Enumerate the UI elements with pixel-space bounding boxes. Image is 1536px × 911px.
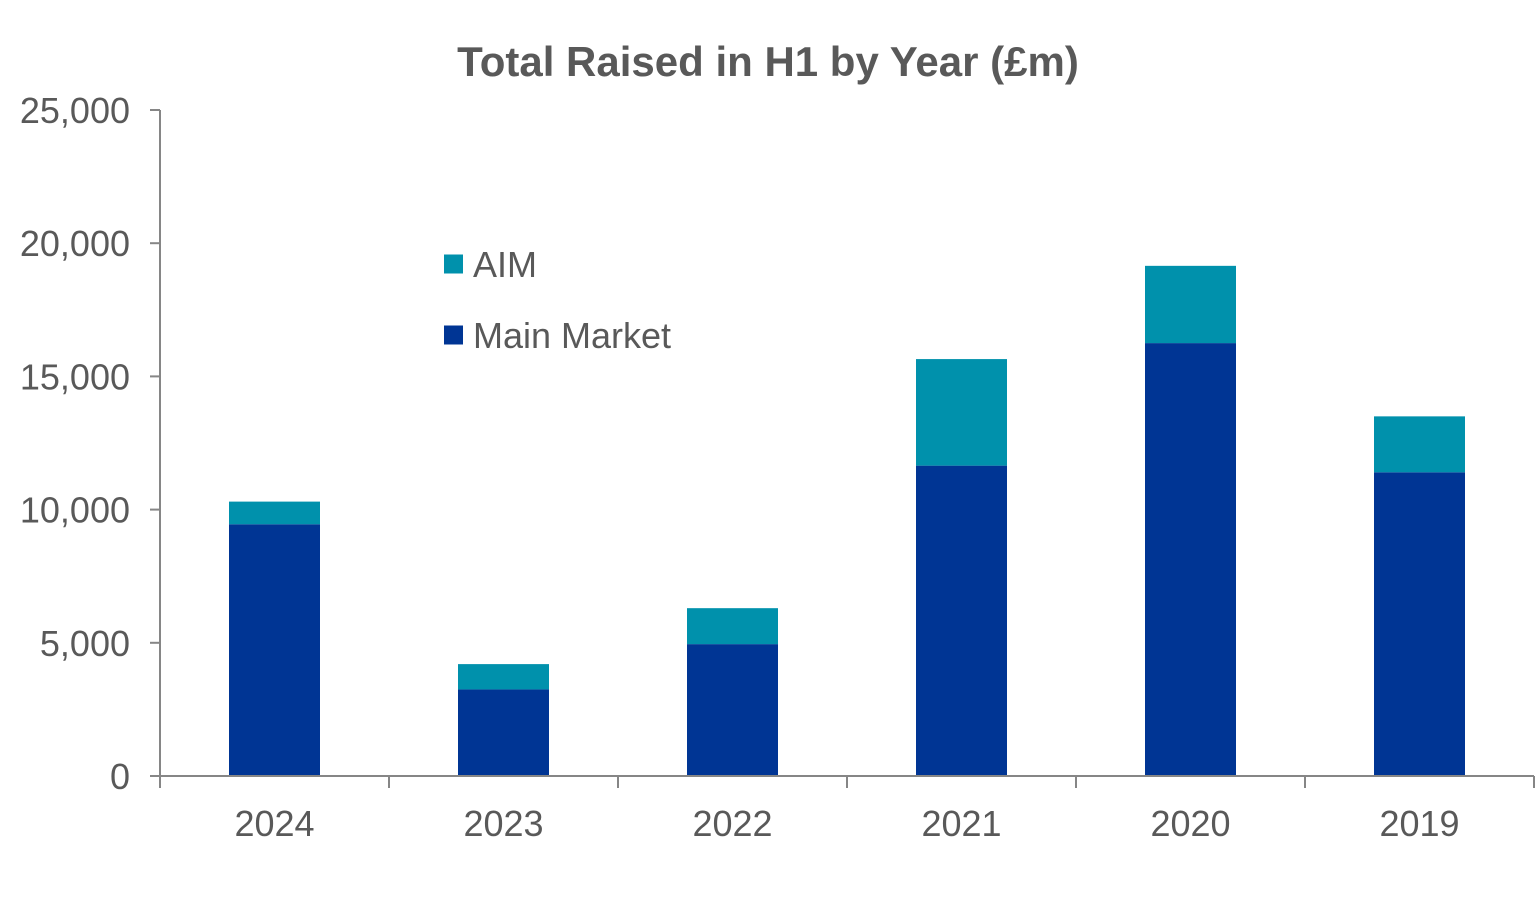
- bar-aim-2019: [1374, 416, 1465, 473]
- legend-label-aim: AIM: [473, 244, 537, 285]
- y-tick-label: 15,000: [20, 356, 130, 397]
- x-tick-label: 2020: [1150, 803, 1230, 844]
- y-tick-label: 5,000: [40, 623, 130, 664]
- x-tick-label: 2021: [921, 803, 1001, 844]
- x-tick-label: 2024: [234, 803, 314, 844]
- legend-swatch-main-market: [444, 325, 463, 345]
- bar-main-market-2024: [229, 524, 320, 776]
- y-tick-label: 0: [110, 756, 130, 797]
- legend-label-main-market: Main Market: [473, 315, 671, 356]
- bar-aim-2024: [229, 501, 320, 525]
- x-tick-label: 2023: [463, 803, 543, 844]
- bar-main-market-2020: [1145, 343, 1236, 776]
- x-tick-label: 2022: [692, 803, 772, 844]
- bar-main-market-2019: [1374, 472, 1465, 776]
- bar-aim-2022: [687, 608, 778, 645]
- legend-swatch-aim: [444, 254, 463, 274]
- chart-title: Total Raised in H1 by Year (£m): [457, 38, 1079, 85]
- bar-main-market-2023: [458, 689, 549, 776]
- legend: AIM Main Market: [444, 244, 671, 356]
- bar-main-market-2022: [687, 644, 778, 776]
- y-tick-label: 25,000: [20, 90, 130, 131]
- y-tick-label: 10,000: [20, 490, 130, 531]
- bar-aim-2020: [1145, 265, 1236, 344]
- bar-aim-2021: [916, 359, 1007, 466]
- bars-layer: [229, 265, 1465, 776]
- axes-layer: 0 5,000 10,000 15,000 20,000 25,000 2024 2023 20…: [20, 90, 1535, 844]
- bar-aim-2023: [458, 664, 549, 690]
- bar-main-market-2021: [916, 465, 1007, 776]
- x-tick-label: 2019: [1379, 803, 1459, 844]
- y-tick-label: 20,000: [20, 223, 130, 264]
